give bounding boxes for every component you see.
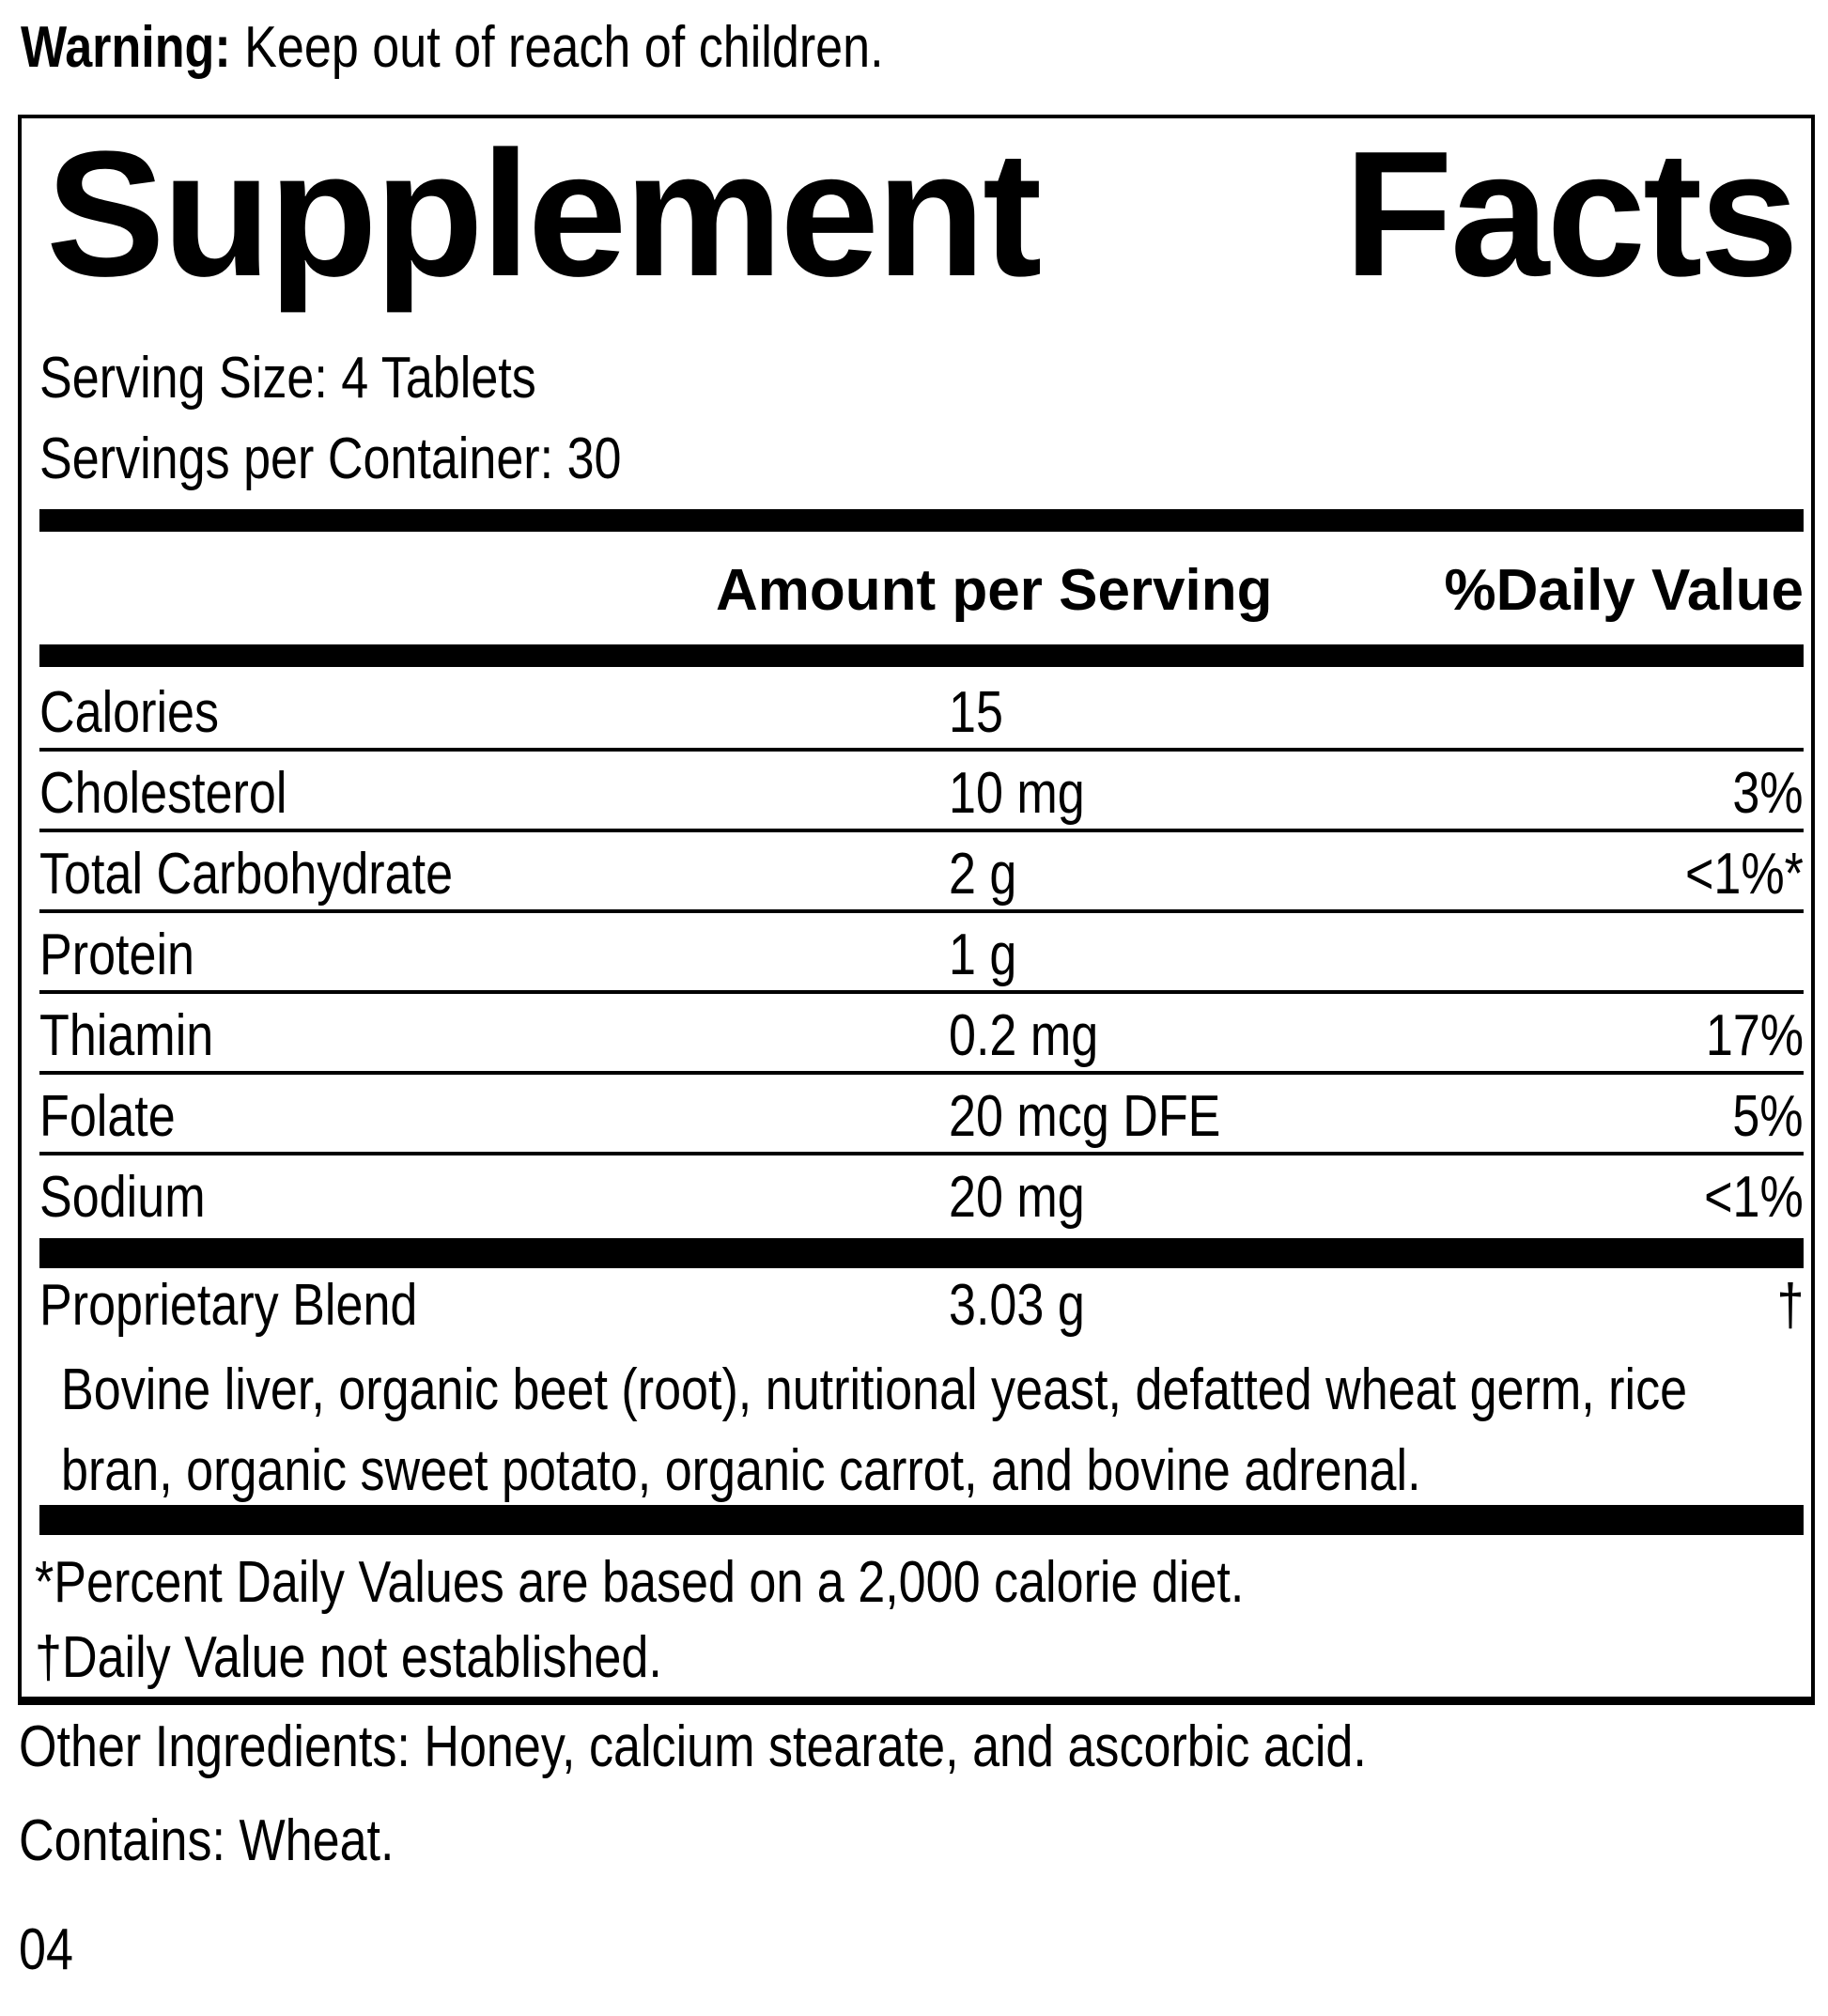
nutrient-amount: 15 (949, 680, 1003, 745)
proprietary-blend-row: Proprietary Blend 3.03 g † (39, 1267, 1804, 1344)
warning-message: Keep out of reach of children. (230, 15, 884, 80)
nutrient-name: Sodium (39, 1165, 206, 1230)
warning-text-condensed: Warning: Keep out of reach of children. (21, 15, 884, 81)
panel-title: Supplement Facts (46, 115, 1799, 314)
amount-per-serving-header: Amount per Serving (716, 558, 1273, 623)
nutrient-name: Cholesterol (39, 761, 287, 826)
blend-description-text-1: Bovine liver, organic beet (root), nutri… (61, 1357, 1688, 1422)
nutrient-row-sodium: Sodium 20 mg <1% (39, 1159, 1804, 1236)
serving-size-line: Serving Size: 4 Tablets (39, 346, 631, 411)
servings-per-container-text: Servings per Container: 30 (39, 426, 622, 491)
page-code: 04 (19, 1917, 84, 1983)
nutrient-name: Total Carbohydrate (39, 842, 454, 907)
separator-bar-top (39, 509, 1804, 532)
page-code-value: 04 (19, 1917, 73, 1982)
separator-bar-header-bottom (39, 644, 1804, 667)
column-header-row: Amount per Serving %Daily Value (39, 558, 1804, 624)
footnote-daily-values-text: *Percent Daily Values are based on a 2,0… (35, 1550, 1245, 1615)
title-word-supplement: Supplement (46, 115, 1042, 314)
nutrient-amount: 0.2 mg (949, 1003, 1099, 1068)
nutrient-dv: 3% (1732, 761, 1804, 826)
blend-description-line-2: bran, organic sweet potato, organic carr… (61, 1438, 1680, 1504)
other-ingredients-value: Other Ingredients: Honey, calcium steara… (19, 1714, 1367, 1779)
nutrient-row-protein: Protein 1 g (39, 917, 1804, 994)
nutrient-amount: 1 g (949, 923, 1017, 987)
warning-text: Warning: Keep out of reach of children. (21, 15, 1048, 81)
serving-size-text: Serving Size: 4 Tablets (39, 346, 536, 411)
nutrient-name: Folate (39, 1084, 176, 1149)
nutrient-row-thiamin: Thiamin 0.2 mg 17% (39, 998, 1804, 1075)
contains-value: Contains: Wheat. (19, 1808, 395, 1873)
nutrient-row-total-carbohydrate: Total Carbohydrate 2 g <1%* (39, 836, 1804, 913)
blend-description-text-2: bran, organic sweet potato, organic carr… (61, 1438, 1421, 1503)
servings-per-container-line: Servings per Container: 30 (39, 426, 733, 492)
blend-description-line-1: Bovine liver, organic beet (root), nutri… (61, 1357, 1828, 1423)
warning-label: Warning: (21, 15, 231, 80)
footnote-dagger-text: †Daily Value not established. (35, 1625, 662, 1690)
nutrient-dv: 5% (1732, 1084, 1804, 1149)
contains-text: Contains: Wheat. (19, 1808, 466, 1874)
nutrient-name: Calories (39, 680, 220, 745)
blend-amount: 3.03 g (949, 1273, 1085, 1338)
nutrient-row-cholesterol: Cholesterol 10 mg 3% (39, 755, 1804, 832)
nutrient-amount: 20 mg (949, 1165, 1085, 1230)
nutrient-row-calories: Calories 15 (39, 675, 1804, 752)
nutrient-dv: <1% (1704, 1165, 1804, 1230)
nutrient-dv: <1%* (1685, 842, 1804, 907)
footnote-dagger: †Daily Value not established. (35, 1625, 782, 1691)
daily-value-header: %Daily Value (1444, 558, 1804, 623)
nutrient-row-folate: Folate 20 mcg DFE 5% (39, 1078, 1804, 1155)
nutrient-amount: 10 mg (949, 761, 1085, 826)
supplement-facts-panel: Supplement Facts Serving Size: 4 Tablets… (18, 115, 1815, 1705)
nutrient-dv: 17% (1705, 1003, 1804, 1068)
nutrient-name: Thiamin (39, 1003, 214, 1068)
nutrient-amount: 20 mcg DFE (949, 1084, 1221, 1149)
blend-name: Proprietary Blend (39, 1273, 418, 1338)
nutrient-amount: 2 g (949, 842, 1017, 907)
title-word-facts: Facts (1343, 115, 1799, 314)
blend-dagger: † (1776, 1273, 1804, 1338)
separator-bar-blend (39, 1238, 1804, 1268)
nutrient-name: Protein (39, 923, 195, 987)
footnote-daily-values: *Percent Daily Values are based on a 2,0… (35, 1550, 1475, 1616)
other-ingredients-text: Other Ingredients: Honey, calcium steara… (19, 1714, 1623, 1780)
separator-bar-footnotes (39, 1505, 1804, 1535)
